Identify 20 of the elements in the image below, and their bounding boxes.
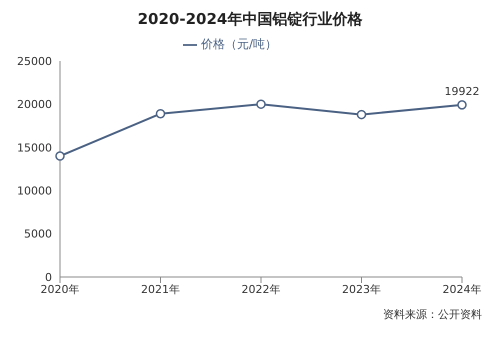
y-tick-label: 0 xyxy=(45,270,52,284)
x-tick-label: 2021年 xyxy=(141,282,180,296)
y-tick-label: 15000 xyxy=(17,141,52,154)
chart-title: 2020-2024年中国铝锭行业价格 xyxy=(136,10,364,29)
x-tick-label: 2024年 xyxy=(442,282,482,296)
y-tick-label: 25000 xyxy=(17,54,52,68)
legend-label: 价格（元/吨） xyxy=(200,37,278,51)
data-label: 19922 xyxy=(444,84,480,98)
y-tick-label: 20000 xyxy=(17,98,52,112)
x-tick-label: 2020年 xyxy=(40,282,80,296)
point xyxy=(356,110,366,120)
point xyxy=(256,99,266,109)
y-tick-label: 10000 xyxy=(17,184,52,198)
point xyxy=(457,100,467,110)
y-tick-label: 5000 xyxy=(24,228,52,241)
point xyxy=(156,108,166,118)
x-tick-label: 2023年 xyxy=(342,282,381,296)
x-tick-label: 2022年 xyxy=(242,282,280,296)
text: 资料来源：公开资料 xyxy=(382,307,483,322)
point xyxy=(55,151,65,161)
